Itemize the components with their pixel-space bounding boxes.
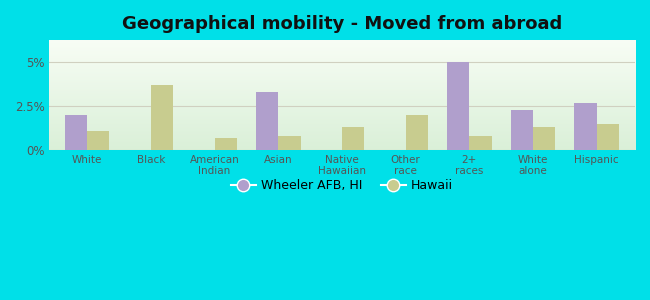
Bar <box>533 128 555 150</box>
Bar <box>575 103 597 150</box>
Bar <box>469 136 491 150</box>
Bar <box>214 138 237 150</box>
Bar <box>256 92 278 150</box>
Bar <box>278 136 300 150</box>
Bar <box>406 115 428 150</box>
Bar <box>447 62 469 150</box>
Bar <box>65 115 87 150</box>
Bar <box>511 110 533 150</box>
Bar <box>597 124 619 150</box>
Bar <box>342 128 364 150</box>
Bar <box>87 131 109 150</box>
Bar <box>151 85 173 150</box>
Title: Geographical mobility - Moved from abroad: Geographical mobility - Moved from abroa… <box>122 15 562 33</box>
Legend: Wheeler AFB, HI, Hawaii: Wheeler AFB, HI, Hawaii <box>226 174 458 197</box>
